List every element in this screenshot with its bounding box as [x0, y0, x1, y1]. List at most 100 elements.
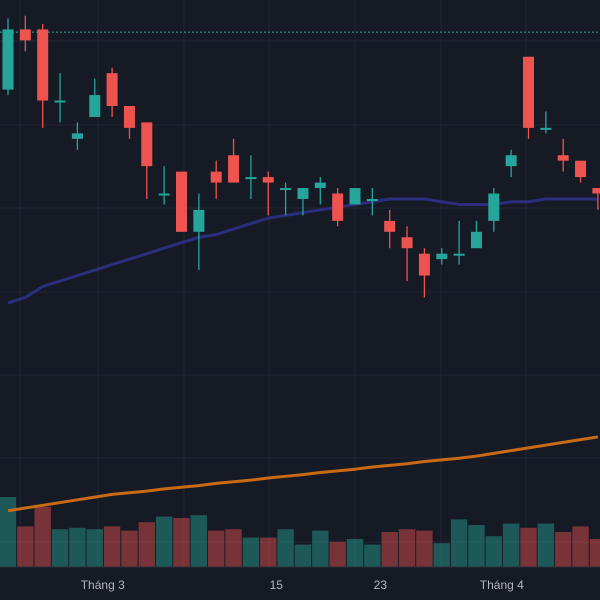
candle-body: [2, 29, 14, 90]
candle-body: [176, 171, 187, 232]
volume-bar: [589, 539, 600, 567]
x-axis-background: [0, 567, 600, 600]
candle-body: [37, 29, 49, 101]
volume-bar: [242, 537, 260, 567]
candle[interactable]: [453, 220, 465, 265]
volume-bar: [173, 518, 190, 567]
candle[interactable]: [436, 248, 448, 265]
volume-bar: [329, 541, 346, 567]
candle-body: [332, 193, 344, 221]
candle[interactable]: [540, 111, 552, 134]
volume-bar: [121, 530, 138, 567]
candle[interactable]: [280, 182, 292, 216]
x-tick-label: Tháng 4: [480, 578, 524, 592]
volume-bar: [17, 526, 34, 567]
candle[interactable]: [470, 220, 482, 249]
volume-bar: [103, 526, 121, 567]
candle-body: [557, 155, 569, 161]
candle[interactable]: [123, 105, 135, 139]
candle-body: [523, 56, 534, 128]
volume-bar: [572, 526, 589, 567]
candle-body: [488, 193, 500, 221]
candle[interactable]: [384, 209, 396, 249]
candle[interactable]: [106, 67, 118, 117]
candle[interactable]: [210, 160, 222, 199]
candle[interactable]: [349, 188, 361, 205]
volume-bar: [208, 530, 225, 567]
volume-bar: [450, 519, 468, 567]
volume-bar: [485, 536, 502, 567]
candle[interactable]: [158, 166, 170, 205]
volume-bar: [433, 543, 450, 567]
candle-body: [418, 253, 430, 276]
candle[interactable]: [19, 15, 31, 52]
candle[interactable]: [141, 122, 153, 199]
volume-bar: [364, 544, 381, 567]
candle[interactable]: [245, 155, 257, 199]
candle-body: [106, 73, 118, 106]
candle[interactable]: [54, 73, 66, 123]
volume-bar: [51, 529, 69, 567]
volume-bar: [138, 522, 155, 567]
grid-lines: [0, 0, 600, 567]
candle[interactable]: [488, 188, 500, 232]
candle[interactable]: [523, 56, 534, 139]
candle[interactable]: [297, 188, 309, 216]
candle-body: [592, 188, 600, 194]
candle-body: [210, 171, 222, 183]
candle-body: [436, 253, 448, 260]
candle[interactable]: [575, 160, 587, 183]
candle-body: [575, 160, 587, 178]
candle[interactable]: [505, 149, 517, 178]
volume-bar: [190, 515, 208, 567]
candle[interactable]: [592, 188, 600, 210]
candle[interactable]: [314, 177, 326, 205]
candle[interactable]: [418, 248, 430, 298]
candle-body: [158, 193, 170, 196]
volume-bar: [381, 532, 398, 567]
candle[interactable]: [37, 23, 49, 128]
candle-body: [228, 155, 240, 183]
candle-body: [193, 209, 205, 232]
candle[interactable]: [332, 188, 344, 227]
x-tick-label: 15: [270, 578, 284, 592]
candle-body: [19, 29, 31, 41]
candle-body: [314, 182, 326, 189]
ma-slow-line: [7, 435, 599, 513]
candle[interactable]: [401, 226, 413, 282]
candle[interactable]: [2, 18, 14, 96]
volume-bar: [502, 523, 520, 567]
candle-body: [349, 188, 361, 205]
volume-bar: [225, 529, 242, 567]
candle-body: [470, 231, 482, 249]
x-axis: Tháng 3 15 23 Tháng 4: [0, 566, 600, 600]
candle-body: [401, 237, 413, 249]
candle-body: [505, 155, 517, 167]
candle-body: [71, 133, 83, 139]
candle[interactable]: [176, 171, 187, 232]
x-tick-label: 23: [374, 578, 388, 592]
volume-bar: [260, 537, 277, 567]
candle-body: [54, 100, 66, 103]
candle-body: [262, 177, 274, 183]
volume-bar: [86, 529, 103, 567]
candle-body: [384, 220, 396, 232]
candle[interactable]: [193, 193, 205, 271]
volume-bar: [0, 497, 17, 567]
candle[interactable]: [262, 171, 274, 216]
candle[interactable]: [366, 188, 378, 216]
volume-bar: [312, 530, 329, 567]
candle-body: [540, 127, 552, 130]
candle[interactable]: [228, 138, 240, 183]
candles[interactable]: [2, 15, 600, 298]
volume-bar: [537, 523, 555, 567]
candle-body: [453, 253, 465, 256]
candle-body: [245, 177, 257, 180]
x-tick-label: Tháng 3: [81, 578, 125, 592]
candle[interactable]: [71, 122, 83, 150]
volume-bar: [416, 530, 433, 567]
candle[interactable]: [557, 138, 569, 172]
candle[interactable]: [89, 78, 101, 117]
